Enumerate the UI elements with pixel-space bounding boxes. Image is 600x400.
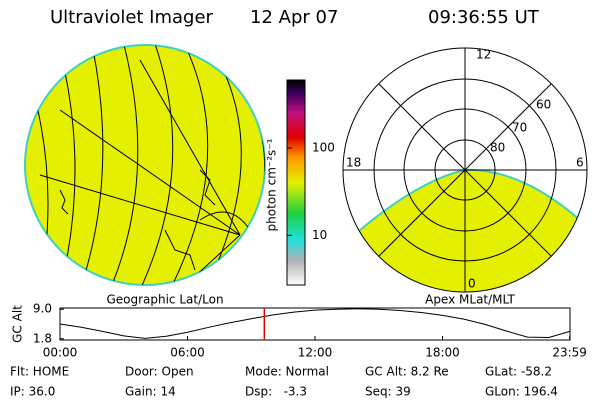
altitude-xtick-label: 18:00	[425, 346, 460, 360]
altitude-ytick-label: 9.0	[33, 302, 52, 316]
altitude-ytick-label: 1.8	[33, 331, 52, 345]
mlt-label: 6	[576, 156, 584, 170]
geo-map	[24, 44, 266, 286]
mlt-label: 12	[476, 48, 491, 62]
polar-label: Apex MLat/MLT	[425, 293, 515, 307]
mlt-label: 18	[346, 156, 361, 170]
status-field: Door: Open	[125, 365, 194, 379]
status-field: Flt: HOME	[10, 365, 69, 379]
mlt-label: 0	[468, 277, 476, 291]
colorbar-tick-label: 100	[312, 140, 335, 154]
time: 09:36:55 UT	[428, 7, 540, 28]
geo-label: Geographic Lat/Lon	[106, 293, 223, 307]
status-field: Dsp: -3.3	[245, 385, 307, 399]
colorbar-tick-label: 10	[312, 228, 327, 242]
status-field: GLat: -58.2	[485, 365, 552, 379]
lat-label: 60	[536, 98, 551, 112]
status-field: Seq: 39	[365, 385, 411, 399]
altitude-frame	[59, 307, 571, 341]
status-field: GC Alt: 8.2 Re	[365, 365, 449, 379]
status-field: GLon: 196.4	[485, 385, 558, 399]
lat-label: 70	[512, 121, 527, 135]
lat-label: 80	[490, 141, 505, 155]
status-field: IP: 36.0	[10, 385, 55, 399]
altitude-ylabel: GC Alt	[11, 305, 25, 343]
status-field: Gain: 14	[125, 385, 176, 399]
altitude-xtick-label: 00:00	[43, 346, 78, 360]
title: Ultraviolet Imager	[50, 7, 214, 28]
date: 12 Apr 07	[250, 7, 338, 28]
altitude-xtick-label: 23:59	[552, 346, 587, 360]
polar-map	[342, 47, 588, 293]
status-field: Mode: Normal	[245, 365, 329, 379]
colorbar	[286, 79, 306, 286]
altitude-xtick-label: 12:00	[298, 346, 333, 360]
altitude-curve	[59, 308, 571, 339]
colorbar-label: photon cm⁻²s⁻¹	[265, 138, 279, 231]
altitude-xtick-label: 06:00	[170, 346, 205, 360]
